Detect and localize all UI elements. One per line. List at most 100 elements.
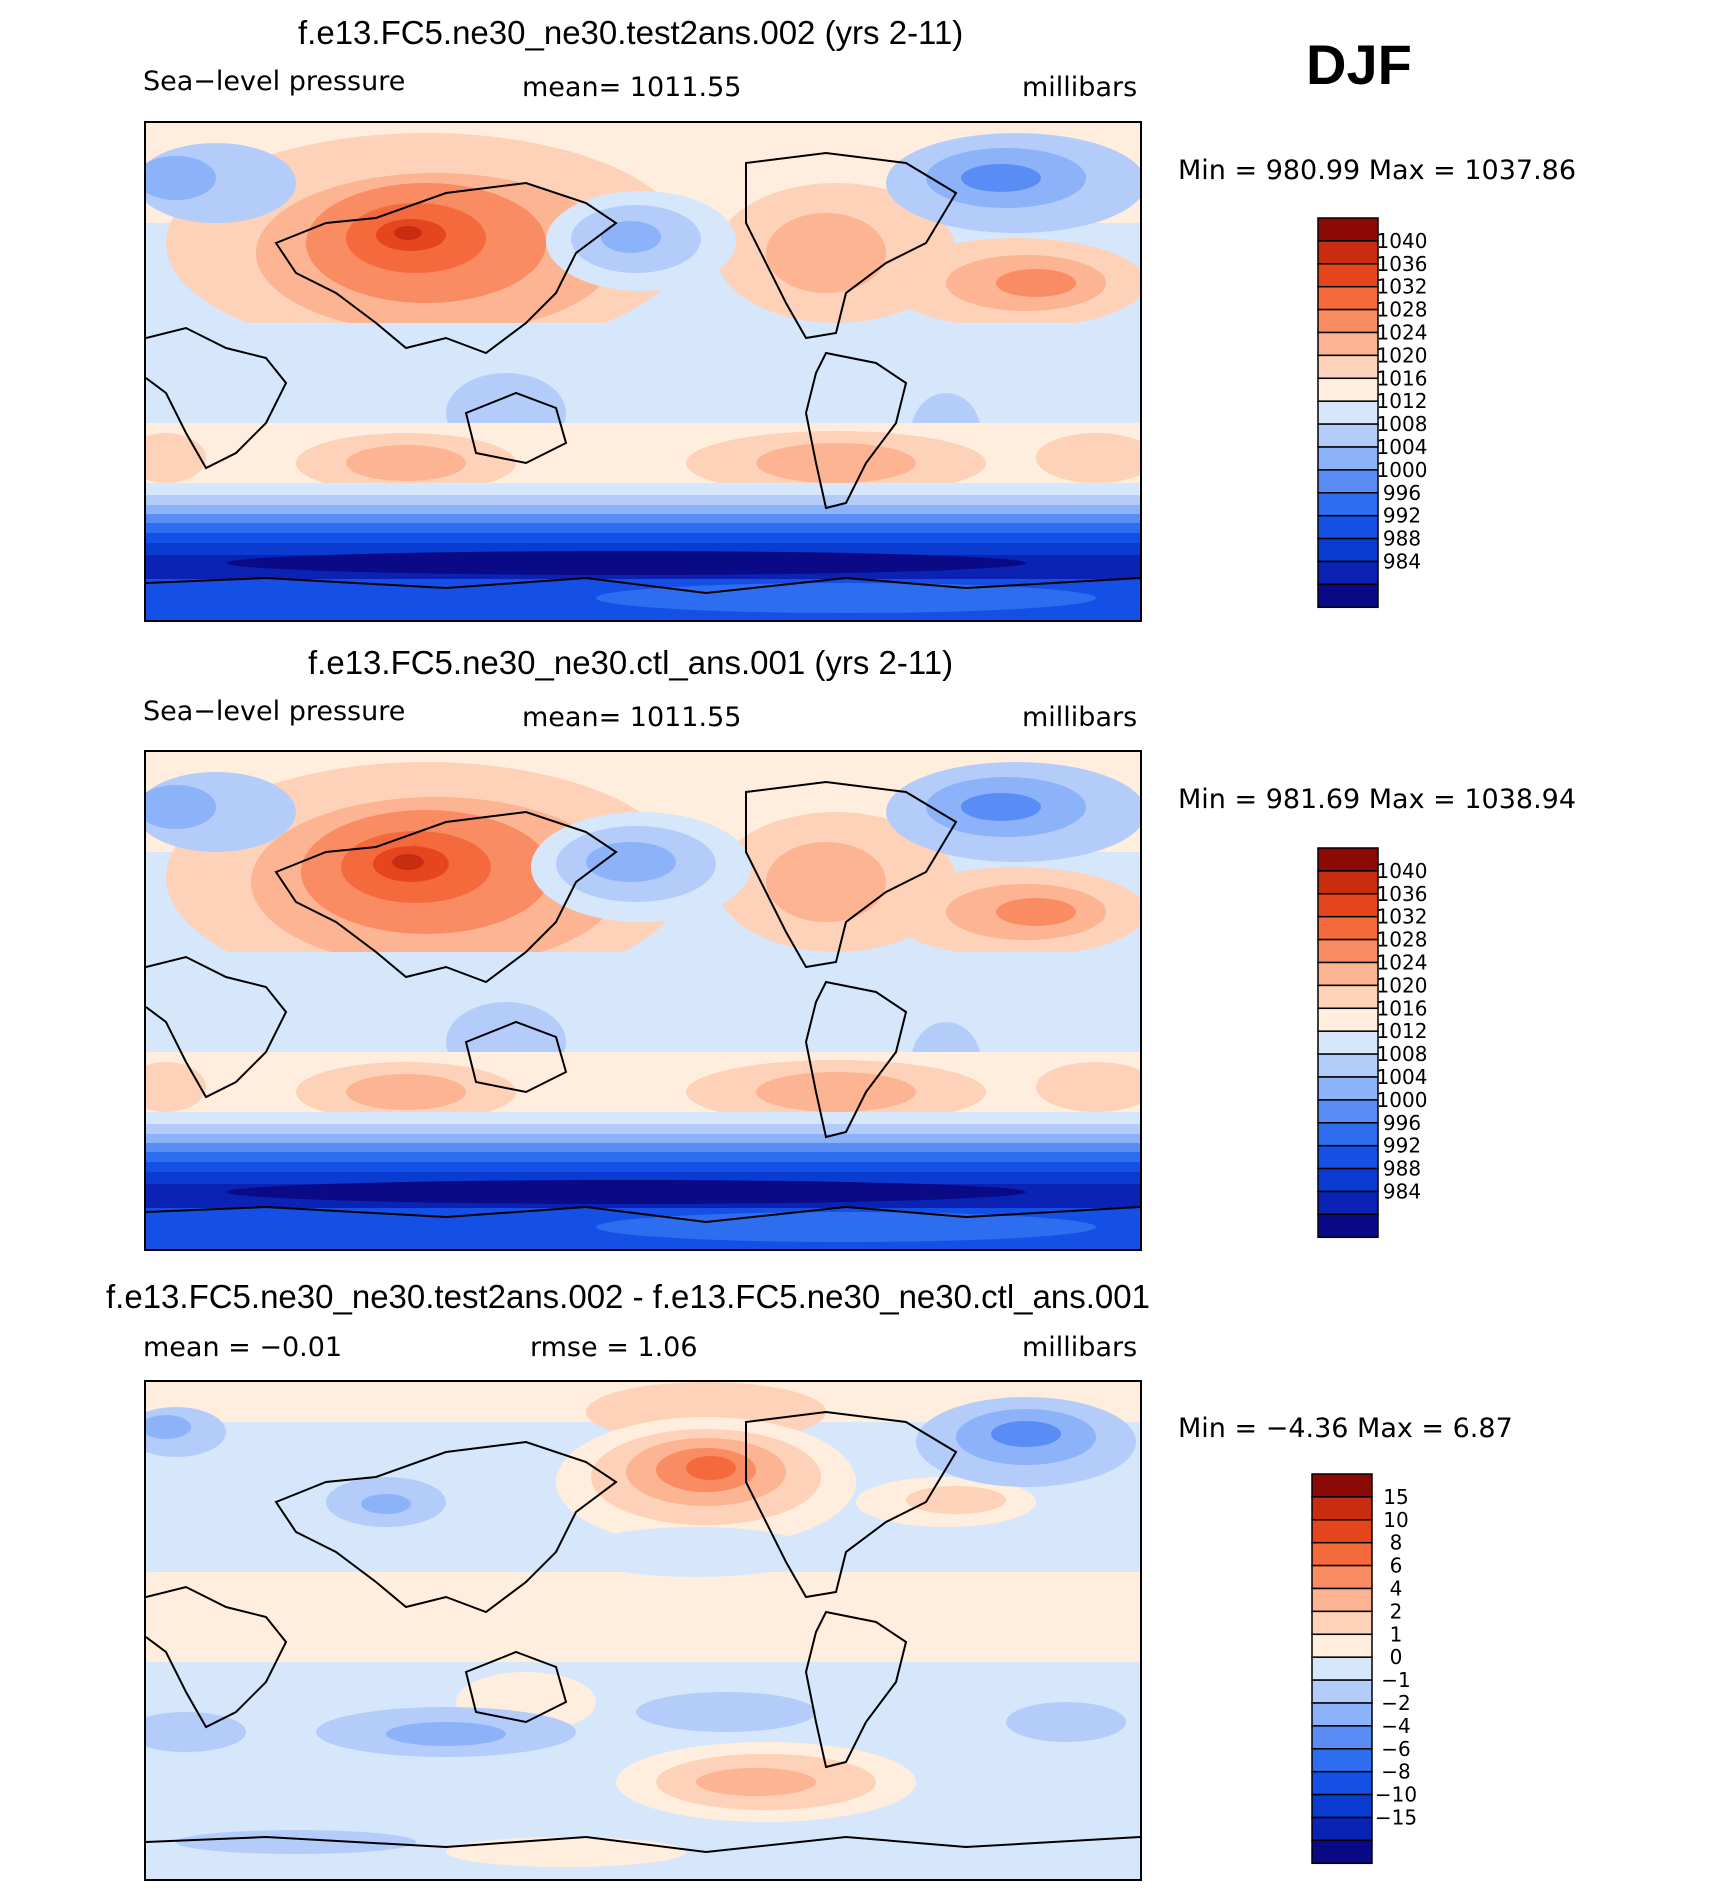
panel1-variable-label: Sea−level pressure (143, 66, 406, 97)
colorbar-box (1317, 354, 1379, 380)
colorbar-tick-label: 1032 (1377, 905, 1428, 929)
colorbar-box (1317, 1213, 1379, 1239)
colorbar-box (1311, 1839, 1373, 1865)
colorbar-tick-label: −8 (1381, 1760, 1410, 1784)
colorbar-box (1317, 1053, 1379, 1078)
colorbar-tick-label: 1020 (1377, 343, 1428, 367)
colorbar-box (1317, 961, 1379, 987)
colorbar-box (1317, 560, 1379, 586)
colorbar-box (1311, 1679, 1373, 1704)
colorbar-box (1311, 1656, 1373, 1681)
colorbar-tick-label: 996 (1383, 1111, 1421, 1135)
colorbar-tick-label: 0 (1390, 1645, 1403, 1669)
colorbar-tick-label: 1008 (1377, 1042, 1428, 1066)
colorbar-box (1317, 1122, 1379, 1147)
colorbar-box (1317, 469, 1379, 494)
colorbar-tick-label: 984 (1383, 550, 1421, 574)
colorbar-tick-label: 1036 (1377, 252, 1428, 276)
colorbar-box (1317, 984, 1379, 1010)
colorbar-tick-label: 992 (1383, 504, 1421, 528)
colorbar-tick-label: 1012 (1377, 1019, 1428, 1043)
colorbar-box (1317, 1144, 1379, 1170)
colorbar-box (1317, 1076, 1379, 1101)
panel2-variable-label: Sea−level pressure (143, 696, 406, 727)
colorbar-tick-label: 15 (1383, 1485, 1408, 1509)
colorbar-tick-label: 1036 (1377, 882, 1428, 906)
colorbar-box (1317, 1099, 1379, 1124)
colorbar-tick-label: 1040 (1377, 229, 1428, 253)
colorbar-box (1317, 1190, 1379, 1216)
colorbar-tick-label: 1016 (1377, 366, 1428, 390)
colorbar-box (1317, 893, 1379, 918)
colorbar-tick-label: −1 (1381, 1668, 1410, 1692)
panel3-units-label: millibars (1022, 1332, 1138, 1363)
panel2-title: f.e13.FC5.ne30_ne30.ctl_ans.001 (yrs 2-1… (308, 644, 954, 681)
colorbar-box (1317, 938, 1379, 964)
colorbar-tick-label: 1016 (1377, 996, 1428, 1020)
colorbar-tick-label: 1000 (1377, 1088, 1428, 1112)
colorbar-tick-label: 2 (1390, 1599, 1403, 1623)
colorbar-tick-label: 1040 (1377, 859, 1428, 883)
colorbar-tick-label: 1020 (1377, 973, 1428, 997)
colorbar-tick-label: 1004 (1377, 1065, 1428, 1089)
colorbar-tick-label: 6 (1390, 1554, 1403, 1578)
colorbar-box (1317, 1007, 1379, 1032)
colorbar-tick-label: −15 (1375, 1806, 1417, 1830)
colorbar-tick-label: −6 (1381, 1737, 1410, 1761)
colorbar-box (1311, 1748, 1373, 1773)
colorbar-box (1317, 915, 1379, 941)
colorbar-box (1311, 1770, 1373, 1796)
season-label: DJF (1306, 33, 1412, 96)
colorbar-box (1317, 423, 1379, 448)
panel3-colorbar: 15 10 8 6 4 2 1 0 −1 −2 −4 −6 −8 −10 −15 (1311, 1473, 1452, 1869)
colorbar-tick-label: 4 (1390, 1577, 1403, 1601)
colorbar-box (1317, 1030, 1379, 1055)
colorbar-tick-label: 988 (1383, 1157, 1421, 1181)
colorbar-box (1317, 537, 1379, 563)
colorbar-box (1317, 583, 1379, 609)
colorbar-tick-label: 1004 (1377, 435, 1428, 459)
colorbar-box (1317, 847, 1379, 872)
panel2-minmax-label: Min = 981.69 Max = 1038.94 (1178, 784, 1577, 815)
colorbar-tick-label: 992 (1383, 1134, 1421, 1158)
colorbar-box (1311, 1816, 1373, 1842)
colorbar-box (1317, 217, 1379, 242)
colorbar-box (1317, 446, 1379, 471)
panel1-colorbar: 1040 1036 1032 1028 1024 1020 1016 1012 1008 1004… (1317, 217, 1458, 613)
colorbar-tick-label: 1032 (1377, 275, 1428, 299)
colorbar-box (1311, 1725, 1373, 1750)
panel3-map (144, 1380, 1142, 1881)
colorbar-box (1311, 1473, 1373, 1498)
panel1-map (144, 121, 1142, 622)
colorbar-box (1311, 1587, 1373, 1613)
colorbar-box (1317, 400, 1379, 425)
colorbar-tick-label: 1 (1390, 1622, 1403, 1646)
colorbar-box (1317, 514, 1379, 540)
colorbar-tick-label: 1000 (1377, 458, 1428, 482)
colorbar-box (1317, 263, 1379, 288)
colorbar-box (1317, 285, 1379, 311)
colorbar-box (1311, 1702, 1373, 1727)
colorbar-box (1311, 1793, 1373, 1819)
colorbar-box (1317, 331, 1379, 357)
panel2-mean-label: mean= 1011.55 (522, 702, 742, 733)
colorbar-tick-label: 1024 (1377, 321, 1428, 345)
colorbar-box (1317, 308, 1379, 334)
colorbar-box (1311, 1564, 1373, 1590)
panel3-mean-label: mean = −0.01 (143, 1332, 343, 1363)
colorbar-tick-label: 10 (1383, 1508, 1408, 1532)
panel3-minmax-label: Min = −4.36 Max = 6.87 (1178, 1413, 1513, 1444)
colorbar-box (1311, 1519, 1373, 1544)
colorbar-box (1317, 492, 1379, 517)
colorbar-box (1317, 1167, 1379, 1193)
colorbar-box (1317, 870, 1379, 895)
panel2-colorbar: 1040 1036 1032 1028 1024 1020 1016 1012 1008 1004… (1317, 847, 1458, 1243)
colorbar-tick-label: 1008 (1377, 412, 1428, 436)
colorbar-tick-label: 984 (1383, 1180, 1421, 1204)
colorbar-box (1317, 377, 1379, 402)
panel2-units-label: millibars (1022, 702, 1138, 733)
colorbar-tick-label: −2 (1381, 1691, 1410, 1715)
colorbar-box (1311, 1633, 1373, 1658)
colorbar-tick-label: −4 (1381, 1714, 1410, 1738)
colorbar-box (1317, 240, 1379, 265)
